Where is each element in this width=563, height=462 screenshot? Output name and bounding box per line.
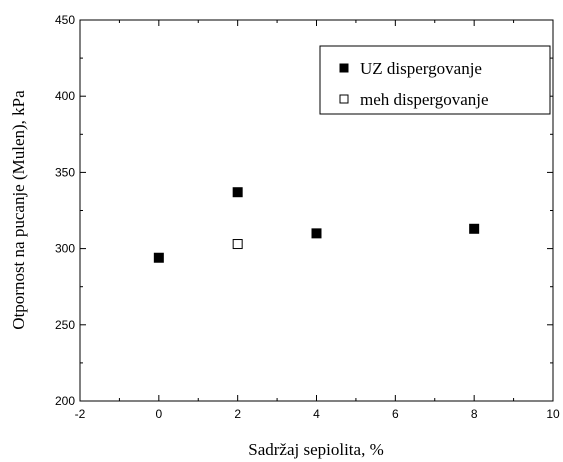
y-axis-title: Otpornost na pucanje (Mulen), kPa xyxy=(9,90,28,330)
data-point-series-0 xyxy=(311,228,322,239)
x-tick-label: 6 xyxy=(392,407,399,421)
legend-label-uz: UZ dispergovanje xyxy=(360,59,482,78)
x-axis-ticks: -2 0 2 4 6 8 10 xyxy=(75,20,560,421)
y-tick-label: 350 xyxy=(55,165,75,179)
y-tick-label: 300 xyxy=(55,242,75,256)
y-tick-label: 450 xyxy=(55,13,75,27)
x-tick-label: -2 xyxy=(75,407,86,421)
legend-box xyxy=(319,45,551,115)
x-axis-title: Sadržaj sepiolita, % xyxy=(248,440,384,459)
x-tick-label: 10 xyxy=(546,407,560,421)
data-point-series-0 xyxy=(469,223,480,234)
data-points xyxy=(153,187,480,263)
legend: UZ dispergovanje meh dispergovanje xyxy=(319,45,551,115)
x-tick-label: 4 xyxy=(313,407,320,421)
x-tick-label: 2 xyxy=(234,407,241,421)
legend-marker-uz xyxy=(339,63,349,73)
legend-label-meh: meh dispergovanje xyxy=(360,90,489,109)
y-axis-ticks: 200 250 300 350 400 450 xyxy=(55,13,553,408)
data-point-series-0 xyxy=(232,187,243,198)
data-point-series-1 xyxy=(232,239,243,250)
y-tick-label: 200 xyxy=(55,394,75,408)
x-tick-label: 0 xyxy=(155,407,162,421)
legend-marker-meh xyxy=(339,94,349,104)
x-tick-label: 8 xyxy=(471,407,478,421)
data-point-series-0 xyxy=(153,252,164,263)
y-tick-label: 400 xyxy=(55,89,75,103)
y-tick-label: 250 xyxy=(55,318,75,332)
